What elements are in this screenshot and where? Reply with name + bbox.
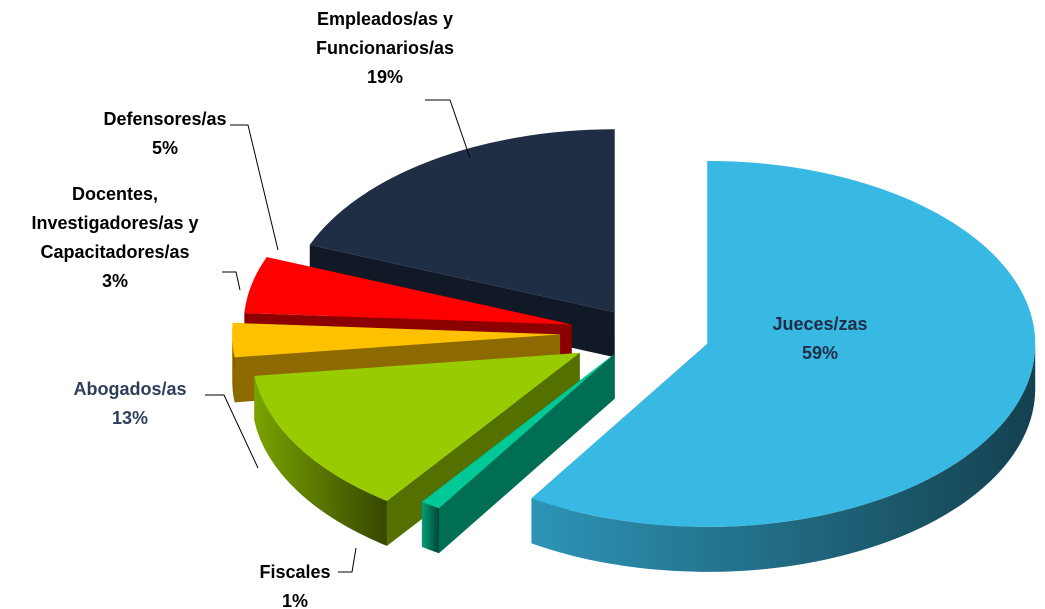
value-label: 3% bbox=[102, 271, 128, 291]
slice bbox=[421, 353, 615, 509]
value-label: 1% bbox=[282, 591, 308, 609]
value-label: 19% bbox=[367, 67, 403, 87]
slice bbox=[309, 129, 615, 313]
leader-line bbox=[230, 124, 279, 251]
slice-tops bbox=[232, 129, 1036, 527]
slice bbox=[244, 257, 572, 325]
category-label: Empleados/as y Funcionarios/as bbox=[316, 9, 454, 58]
category-label: Jueces/zas bbox=[772, 314, 867, 334]
category-label: Fiscales bbox=[259, 562, 330, 582]
labels: Jueces/zas 59% Fiscales 1% Abogados/as 13% Doc… bbox=[31, 9, 867, 609]
value-label: 59% bbox=[802, 343, 838, 363]
leader-line bbox=[205, 394, 259, 469]
slice-wall bbox=[232, 334, 235, 403]
category-label: Defensores/as bbox=[103, 109, 226, 129]
slice bbox=[254, 352, 580, 501]
value-label: 13% bbox=[112, 408, 148, 428]
slice-wall bbox=[421, 501, 439, 554]
leader-line bbox=[338, 547, 357, 573]
slice bbox=[232, 322, 561, 358]
value-label: 5% bbox=[152, 138, 178, 158]
slice-edge bbox=[421, 353, 615, 547]
slice-wall bbox=[531, 343, 1036, 572]
category-label: Docentes, Investigadores/as y Capacitadore… bbox=[31, 184, 198, 262]
category-label: Abogados/as bbox=[73, 379, 186, 399]
slice bbox=[531, 160, 1036, 527]
slice-wall bbox=[254, 375, 387, 546]
leader-line bbox=[222, 271, 241, 291]
leader-line bbox=[425, 99, 471, 159]
